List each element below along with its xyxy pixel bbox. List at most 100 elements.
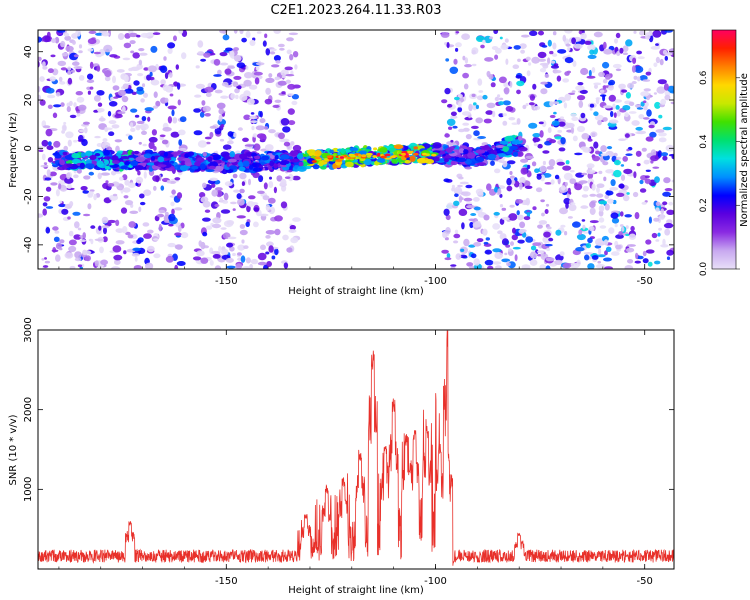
heatmap-point — [157, 164, 167, 168]
heatmap-point — [254, 155, 261, 160]
heatmap-point — [562, 78, 570, 83]
heatmap-point — [498, 76, 507, 84]
heatmap-point — [660, 208, 665, 215]
heatmap-point — [339, 156, 345, 159]
heatmap-point — [440, 32, 450, 38]
heatmap-point — [417, 157, 426, 164]
heatmap-point — [79, 239, 87, 243]
heatmap-point — [61, 208, 69, 215]
heatmap-point — [530, 245, 537, 251]
heatmap-point — [596, 183, 605, 188]
heatmap-point — [248, 84, 258, 90]
heatmap-point — [613, 169, 622, 178]
heatmap-point — [564, 182, 568, 186]
heatmap-point — [142, 222, 150, 227]
heatmap-point — [501, 207, 507, 211]
heatmap-point — [457, 94, 463, 98]
heatmap-point — [552, 42, 557, 50]
heatmap-point — [311, 160, 317, 163]
heatmap-point — [579, 89, 588, 94]
heatmap-point — [502, 120, 508, 126]
heatmap-point — [554, 259, 563, 265]
heatmap-point — [508, 117, 516, 121]
heatmap-point — [72, 40, 76, 45]
heatmap-point — [602, 41, 607, 50]
heatmap-point — [245, 30, 251, 38]
heatmap-point — [205, 92, 212, 98]
heatmap-point — [265, 77, 275, 83]
heatmap-point — [243, 114, 251, 121]
heatmap-point — [658, 137, 667, 143]
heatmap-point — [612, 63, 622, 69]
heatmap-point — [230, 93, 236, 100]
colorbar-tick-label: 0.4 — [699, 134, 709, 149]
heatmap-point — [73, 174, 79, 179]
heatmap-point — [202, 105, 211, 112]
heatmap-point — [472, 221, 481, 228]
heatmap-point — [287, 93, 294, 97]
heatmap-point — [456, 157, 467, 163]
heatmap-point — [227, 158, 237, 163]
heatmap-point — [612, 103, 616, 110]
heatmap-point — [564, 30, 573, 34]
heatmap-point — [567, 216, 573, 219]
heatmap-point — [643, 100, 647, 103]
heatmap-point — [58, 247, 63, 251]
heatmap-point — [549, 50, 554, 55]
heatmap-point — [623, 168, 633, 175]
heatmap-point — [135, 124, 141, 131]
heatmap-point — [642, 250, 647, 257]
heatmap-point — [261, 155, 270, 161]
heatmap-point — [655, 201, 661, 207]
heatmap-point — [660, 244, 669, 248]
heatmap-point — [570, 113, 577, 117]
heatmap-point — [564, 231, 568, 236]
heatmap-point — [444, 133, 450, 138]
heatmap-point — [229, 151, 235, 158]
heatmap-point — [96, 90, 105, 96]
heatmap-point — [511, 234, 518, 241]
heatmap-point — [594, 245, 602, 249]
heatmap-point — [232, 252, 236, 257]
heatmap-point — [274, 248, 279, 256]
heatmap-point — [52, 226, 59, 231]
heatmap-point — [220, 227, 227, 230]
heatmap-point — [103, 156, 112, 160]
heatmap-point — [112, 193, 118, 197]
heatmap-point — [563, 102, 568, 109]
heatmap-point — [121, 95, 129, 103]
heatmap-point — [515, 199, 524, 204]
heatmap-point — [60, 187, 67, 192]
heatmap-point — [89, 154, 97, 161]
heatmap-point — [253, 221, 259, 228]
heatmap-point — [558, 147, 566, 152]
heatmap-point — [221, 248, 229, 256]
spectrogram-x-axis-label: Height of straight line (km) — [288, 286, 424, 297]
heatmap-point — [631, 65, 636, 73]
heatmap-point — [199, 111, 205, 118]
heatmap-point — [475, 156, 485, 163]
x-tick-label: -100 — [424, 276, 447, 287]
heatmap-point — [104, 165, 110, 170]
heatmap-point — [613, 159, 621, 166]
heatmap-point — [97, 108, 105, 113]
heatmap-point — [632, 191, 639, 198]
heatmap-point — [615, 234, 624, 239]
heatmap-point — [634, 260, 641, 264]
heatmap-point — [620, 164, 625, 167]
heatmap-point — [107, 110, 112, 117]
snr-x-axis-label: Height of straight line (km) — [288, 585, 424, 596]
heatmap-point — [173, 35, 177, 42]
heatmap-point — [540, 199, 545, 203]
heatmap-point — [236, 193, 242, 200]
heatmap-point — [643, 106, 648, 111]
heatmap-point — [380, 155, 387, 159]
heatmap-point — [228, 165, 238, 170]
heatmap-point — [191, 165, 199, 170]
heatmap-point — [477, 191, 484, 198]
heatmap-point — [654, 176, 660, 184]
heatmap-point — [448, 126, 453, 130]
heatmap-point — [289, 54, 294, 61]
heatmap-point — [131, 252, 140, 257]
heatmap-point — [174, 232, 182, 236]
